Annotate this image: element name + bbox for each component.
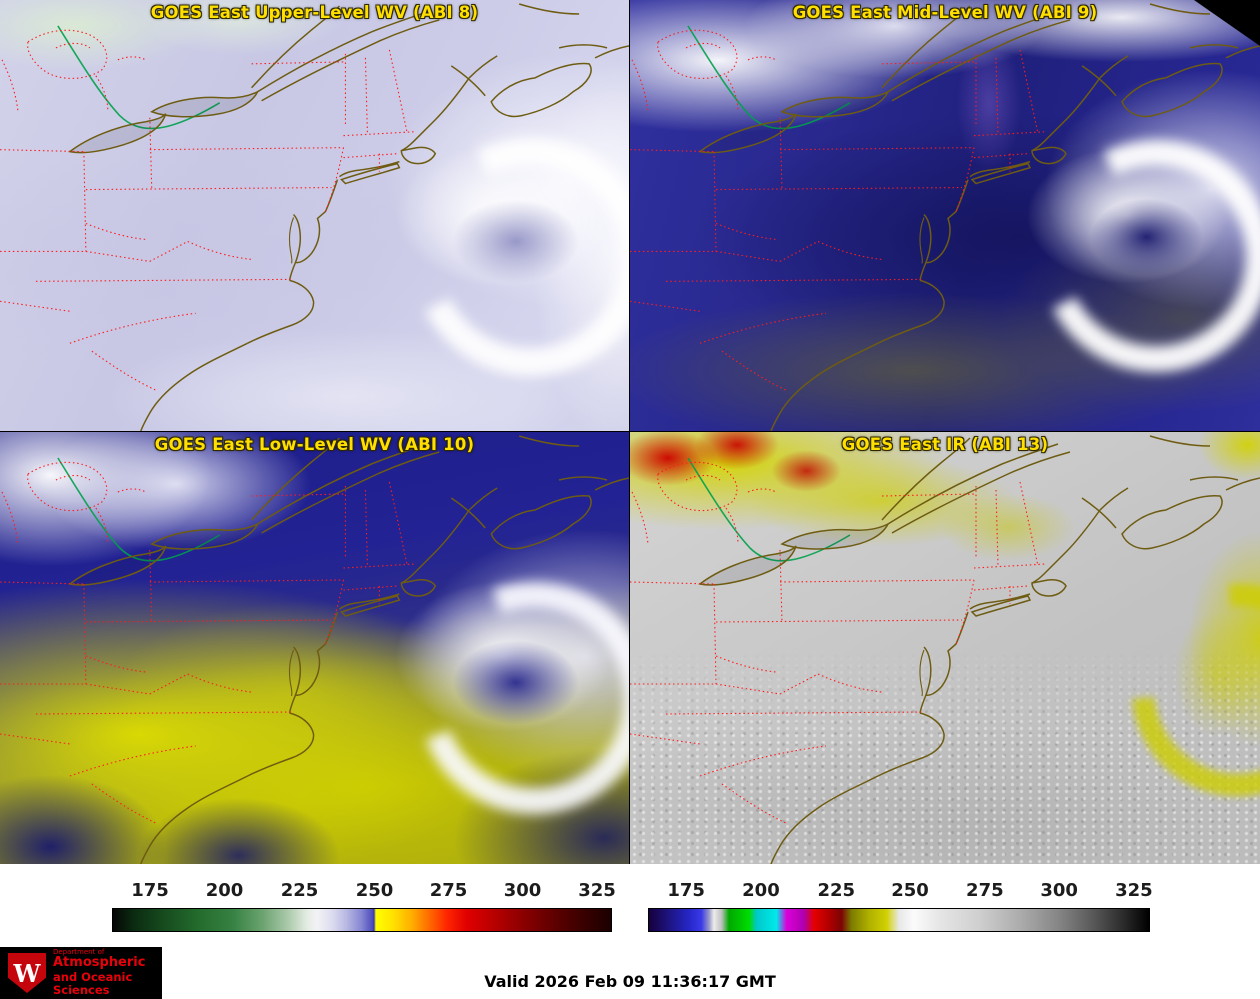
map-overlay-abi13 xyxy=(630,435,1260,864)
colorbar-tick: 200 xyxy=(742,880,780,901)
colorbar-wv-gradient xyxy=(112,908,612,932)
panel-title-abi13: GOES East IR (ABI 13) xyxy=(841,435,1049,454)
panel-title-abi8: GOES East Upper-Level WV (ABI 8) xyxy=(150,3,479,22)
colorbar-tick: 275 xyxy=(966,880,1004,901)
colorbar-wv-ticks: 175 200 225 250 275 300 325 xyxy=(112,878,616,908)
colorbar-tick: 300 xyxy=(503,880,542,901)
colorbar-tick: 300 xyxy=(1040,880,1078,901)
colorbar-ir-ticks: 175 200 225 250 275 300 325 xyxy=(648,878,1153,908)
map-overlay-abi9 xyxy=(630,3,1260,431)
panel-grid: GOES East Upper-Level WV (ABI 8) GOES Ea… xyxy=(0,0,1260,864)
logo-atmospheric: Atmospheric xyxy=(53,955,146,971)
panel-abi13: GOES East IR (ABI 13) xyxy=(630,432,1260,864)
colorbar-tick: 175 xyxy=(667,880,705,901)
map-overlay-abi10 xyxy=(0,435,629,864)
colorbar-ir-gradient xyxy=(648,908,1150,932)
colorbar-tick: 225 xyxy=(280,880,319,901)
colorbar-tick: 325 xyxy=(1115,880,1153,901)
panel-title-abi10: GOES East Low-Level WV (ABI 10) xyxy=(154,435,475,454)
uw-aos-logo: W Department of Atmospheric and Oceanic … xyxy=(0,947,162,999)
colorbar-wv: 175 200 225 250 275 300 325 xyxy=(112,878,616,932)
panel-abi10: GOES East Low-Level WV (ABI 10) xyxy=(0,432,630,864)
colorbar-tick: 200 xyxy=(205,880,244,901)
colorbar-tick: 250 xyxy=(355,880,394,901)
uw-aos-logo-text: Department of Atmospheric and Oceanic Sc… xyxy=(53,948,154,997)
panel-title-abi9: GOES East Mid-Level WV (ABI 9) xyxy=(792,3,1098,22)
panel-abi9: GOES East Mid-Level WV (ABI 9) xyxy=(630,0,1260,432)
colorbar-ir: 175 200 225 250 275 300 325 xyxy=(648,878,1153,932)
colorbar-tick: 175 xyxy=(131,880,169,901)
logo-oceanic-sciences: and Oceanic Sciences xyxy=(53,970,133,998)
panel-abi8: GOES East Upper-Level WV (ABI 8) xyxy=(0,0,630,432)
colorbar-tick: 250 xyxy=(891,880,929,901)
colorbar-tick: 225 xyxy=(817,880,856,901)
colorbar-tick: 325 xyxy=(578,880,616,901)
logo-department-of: Department of xyxy=(53,948,105,957)
valid-time: Valid 2026 Feb 09 11:36:17 GMT xyxy=(484,972,776,991)
footer: 175 200 225 250 275 300 325 175 200 225 … xyxy=(0,864,1260,999)
map-overlay-abi8 xyxy=(0,3,629,431)
colorbar-tick: 275 xyxy=(429,880,468,901)
